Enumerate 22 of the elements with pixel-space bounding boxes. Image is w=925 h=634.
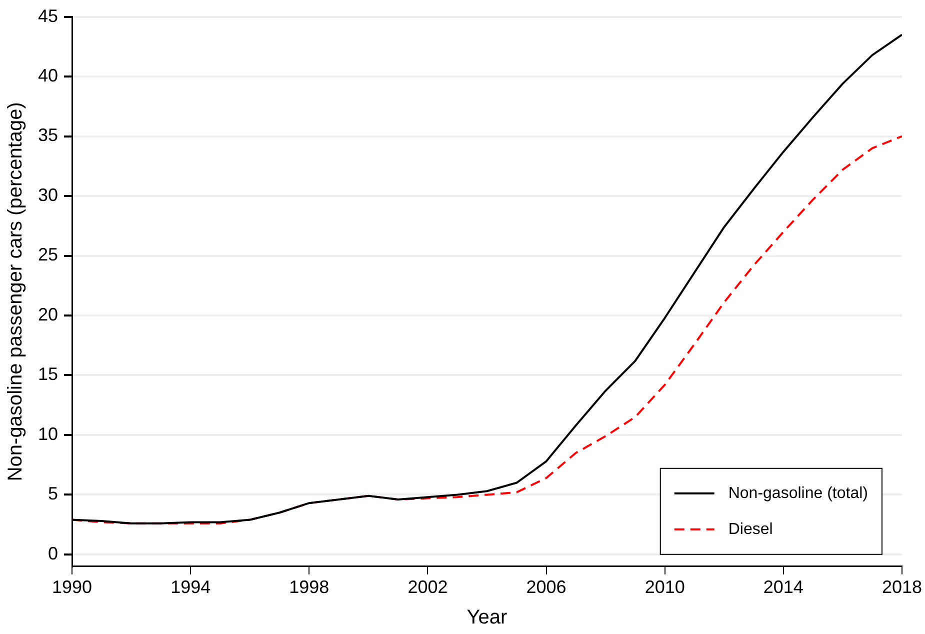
- x-tick-label: 2002: [408, 577, 448, 598]
- y-tick-label: 35: [38, 125, 58, 146]
- y-tick-label: 25: [38, 244, 58, 265]
- y-axis-title: Non-gasoline passenger cars (percentage): [4, 102, 27, 482]
- x-tick-label: 2010: [644, 577, 685, 598]
- x-tick-label: 1998: [289, 577, 330, 598]
- y-tick-label: 15: [38, 364, 58, 384]
- x-tick-label: 1994: [170, 577, 211, 598]
- x-tick-label: 2006: [526, 577, 566, 598]
- y-tick-label: 10: [38, 424, 58, 444]
- x-axis-title: Year: [466, 606, 508, 629]
- y-tick-label: 30: [38, 184, 58, 205]
- x-tick-label: 2014: [763, 577, 804, 598]
- y-tick-label: 40: [38, 66, 58, 86]
- y-tick-label: 5: [48, 484, 58, 504]
- y-tick-label: 45: [38, 6, 58, 26]
- y-tick-label: 0: [48, 543, 58, 564]
- x-tick-label: 1990: [52, 577, 92, 598]
- y-tick-label: 20: [38, 304, 58, 324]
- x-tick-label: 2018: [882, 577, 922, 598]
- legend-label: Non-gasoline (total): [728, 484, 868, 502]
- legend-label: Diesel: [728, 520, 773, 538]
